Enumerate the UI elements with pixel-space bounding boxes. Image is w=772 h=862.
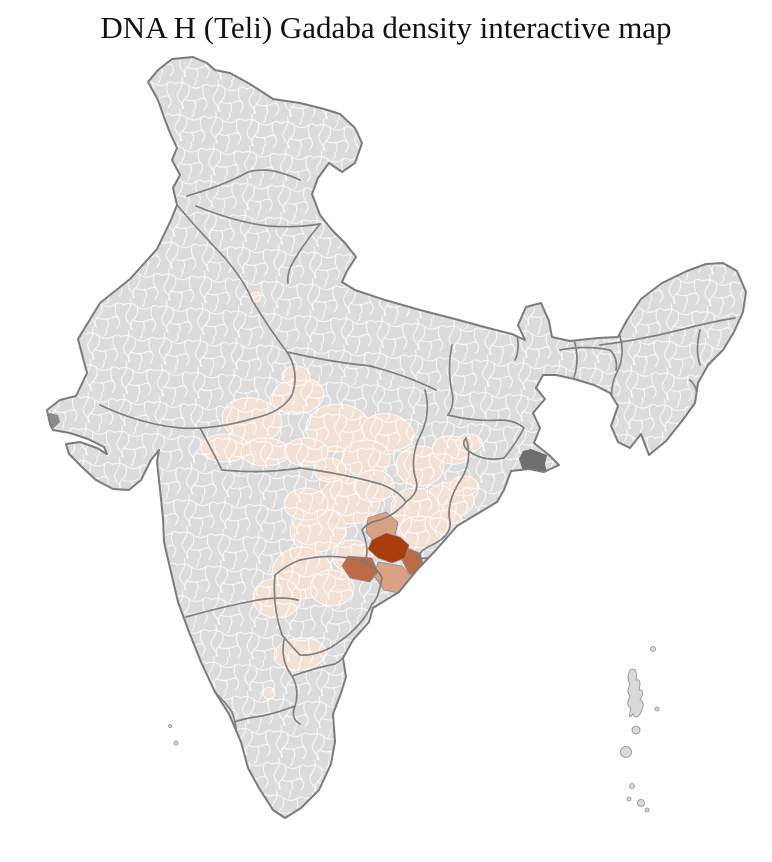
state-borders <box>99 169 736 802</box>
delta-cluster <box>519 449 547 486</box>
island[interactable] <box>626 796 632 802</box>
island[interactable] <box>620 746 632 758</box>
island[interactable] <box>637 799 645 807</box>
island[interactable] <box>654 706 660 712</box>
district[interactable] <box>341 555 379 583</box>
island[interactable] <box>650 646 656 652</box>
salt-marsh-patch <box>47 413 60 428</box>
island[interactable] <box>627 668 644 718</box>
island[interactable] <box>644 807 650 813</box>
andaman-nicobar-islands[interactable] <box>168 646 660 813</box>
island[interactable] <box>631 725 641 735</box>
max-density-district[interactable] <box>367 532 410 564</box>
lakshadweep-island[interactable] <box>173 740 179 746</box>
lakshadweep-island[interactable] <box>168 724 172 728</box>
district-borders-mesh <box>47 57 746 818</box>
district[interactable] <box>411 577 433 601</box>
island[interactable] <box>629 783 635 789</box>
district[interactable] <box>367 532 410 564</box>
page-title: DNA H (Teli) Gadaba density interactive … <box>100 10 672 45</box>
